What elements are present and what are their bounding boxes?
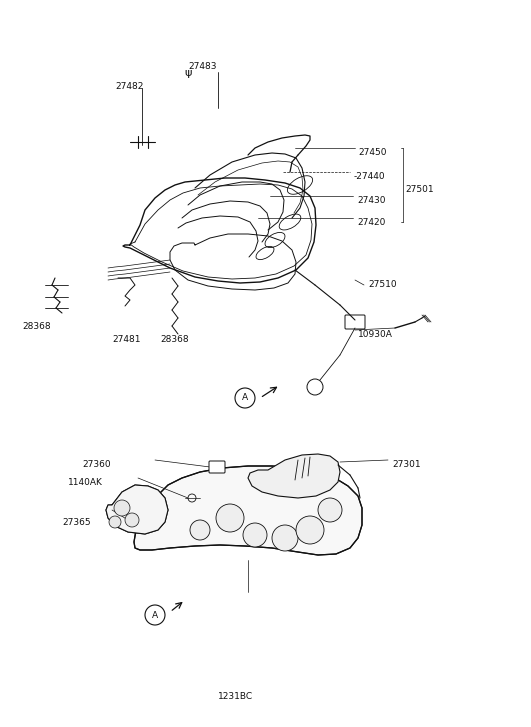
Text: 27420: 27420 (357, 218, 386, 227)
Text: A: A (152, 611, 158, 619)
Text: 28368: 28368 (160, 335, 189, 344)
Text: 27301: 27301 (392, 460, 421, 469)
Text: 27482: 27482 (115, 82, 143, 91)
Text: 27365: 27365 (62, 518, 91, 527)
Circle shape (318, 498, 342, 522)
Circle shape (125, 513, 139, 527)
Circle shape (243, 523, 267, 547)
Text: 1231BC: 1231BC (218, 692, 253, 701)
Circle shape (114, 500, 130, 516)
FancyBboxPatch shape (345, 315, 365, 329)
Circle shape (296, 516, 324, 544)
Text: ψ: ψ (184, 68, 192, 78)
Text: 27450: 27450 (358, 148, 387, 157)
Text: 27501: 27501 (405, 185, 434, 194)
Circle shape (216, 504, 244, 532)
Text: 27430: 27430 (357, 196, 386, 205)
Text: 27360: 27360 (82, 460, 110, 469)
Text: 1140AK: 1140AK (68, 478, 103, 487)
Text: 27483: 27483 (188, 62, 217, 71)
Circle shape (272, 525, 298, 551)
Text: 27510: 27510 (368, 280, 397, 289)
Circle shape (109, 516, 121, 528)
Polygon shape (106, 485, 168, 534)
Polygon shape (134, 466, 362, 555)
FancyBboxPatch shape (209, 461, 225, 473)
Text: 10930A: 10930A (358, 330, 393, 339)
Text: 27481: 27481 (112, 335, 141, 344)
Circle shape (190, 520, 210, 540)
Text: -27440: -27440 (354, 172, 386, 181)
Text: 28368: 28368 (22, 322, 50, 331)
Polygon shape (248, 454, 340, 498)
Text: A: A (242, 393, 248, 403)
